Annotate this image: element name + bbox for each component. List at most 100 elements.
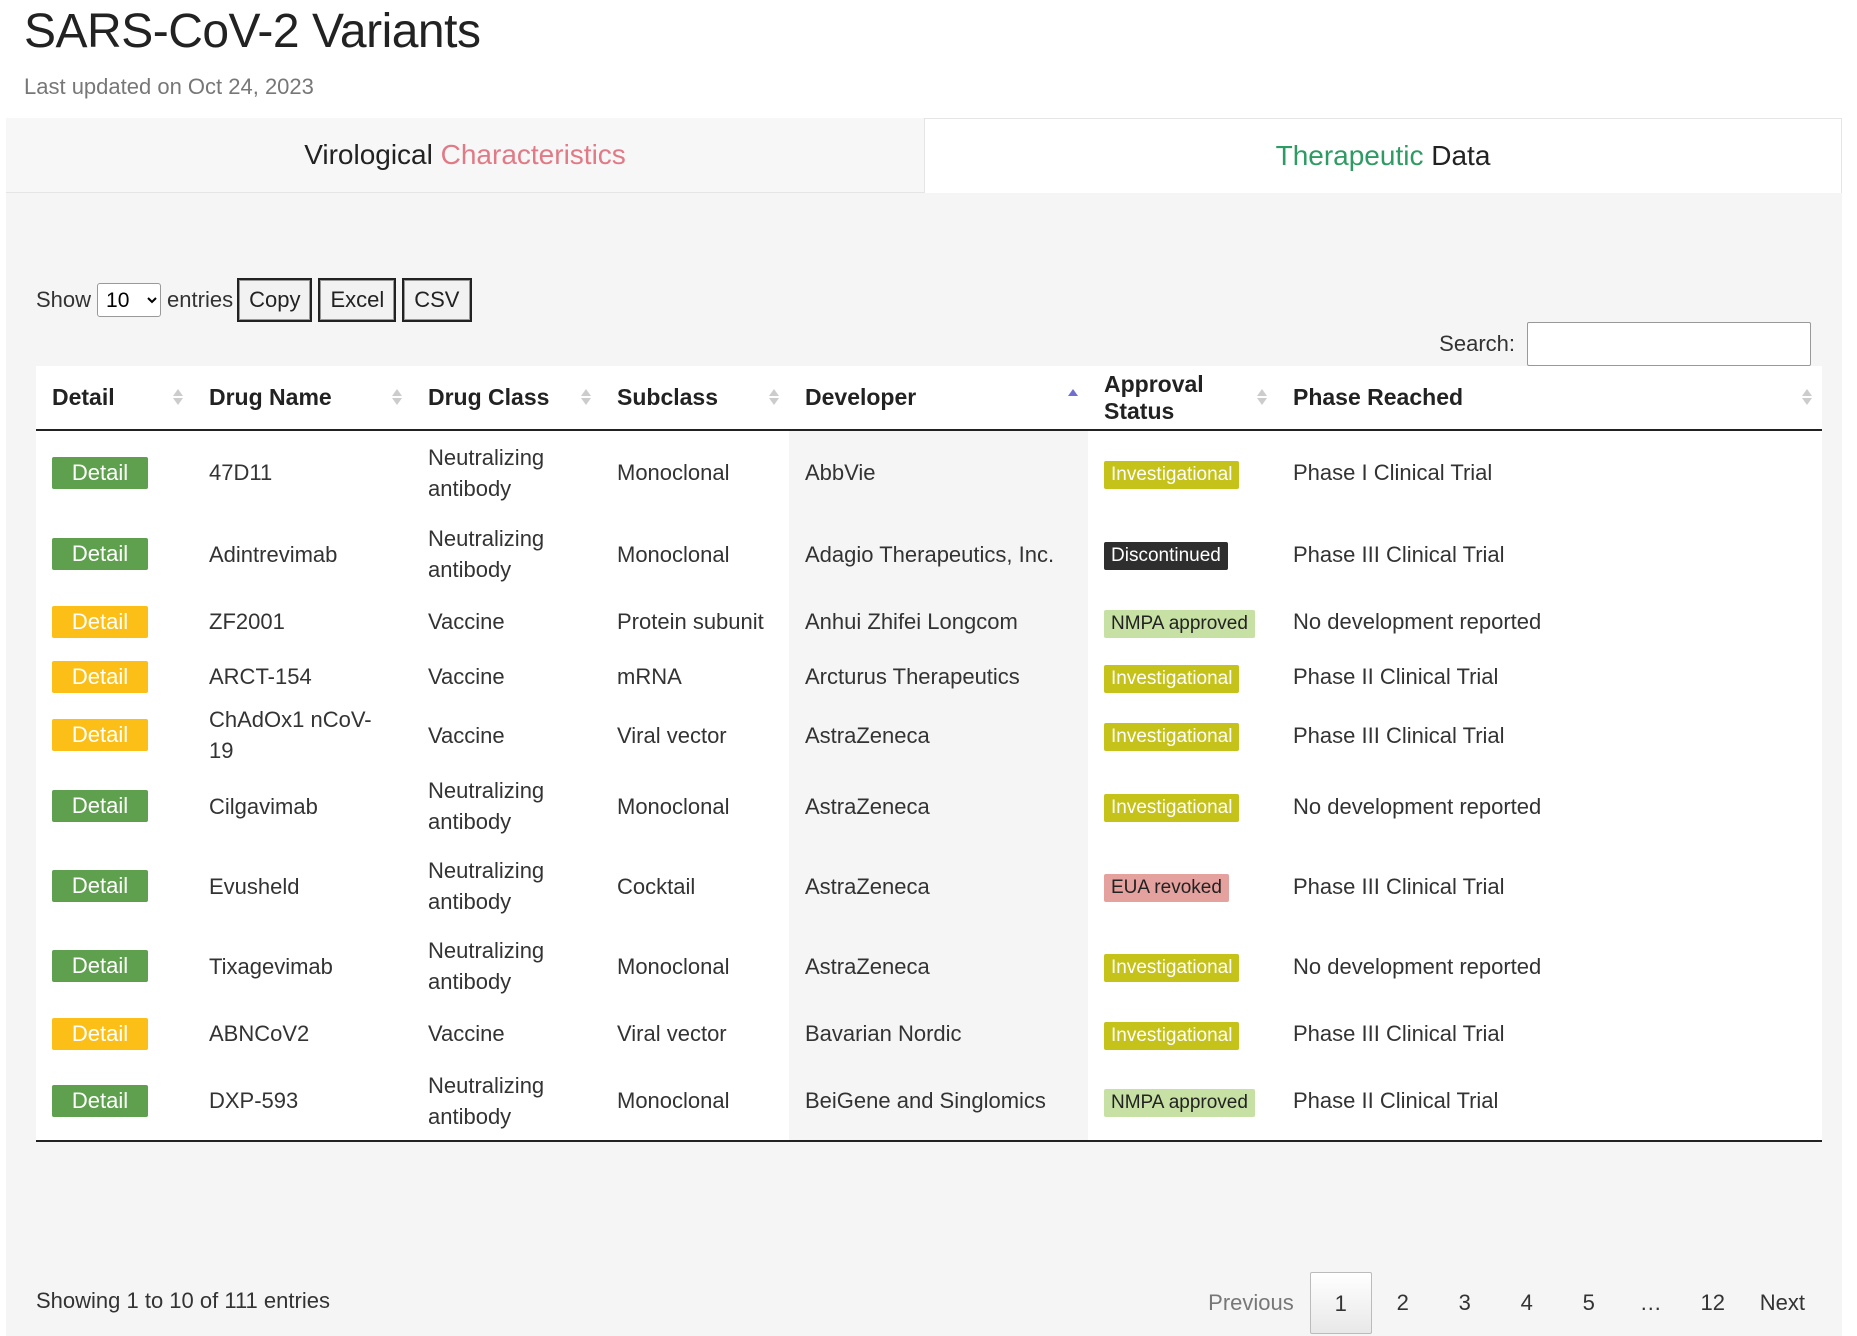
excel-button[interactable]: Excel bbox=[318, 278, 397, 322]
table-row: Detail 47D11 Neutralizing antibody Monoclona… bbox=[36, 430, 1822, 514]
column-header-drug-class[interactable]: Drug Class bbox=[412, 366, 601, 431]
detail-cell: Detail bbox=[36, 649, 193, 704]
table-row: Detail DXP-593 Neutralizing antibody Monoclo… bbox=[36, 1061, 1822, 1142]
last-updated-text: Last updated on Oct 24, 2023 bbox=[24, 74, 314, 99]
drug-class-cell: Vaccine bbox=[412, 594, 601, 649]
table-row: Detail ChAdOx1 nCoV-19 Vaccine Viral vector… bbox=[36, 704, 1822, 766]
table-row: Detail Adintrevimab Neutralizing antibody Mo… bbox=[36, 514, 1822, 594]
drug-name-cell: 47D11 bbox=[209, 460, 273, 485]
approval-status-cell: Investigational bbox=[1088, 766, 1277, 846]
subclass-cell: Protein subunit bbox=[617, 609, 764, 634]
drug-class-line: Vaccine bbox=[428, 722, 505, 748]
drug-class-cell: Neutralizing antibody bbox=[412, 430, 601, 514]
drug-class-line: antibody bbox=[428, 557, 512, 582]
page-button-3[interactable]: 3 bbox=[1458, 1290, 1471, 1315]
sort-both-icon bbox=[1257, 387, 1267, 409]
drug-class-cell: Neutralizing antibody bbox=[412, 766, 601, 846]
previous-page-button[interactable]: Previous bbox=[1208, 1290, 1294, 1315]
drug-name-cell: Tixagevimab bbox=[209, 953, 333, 979]
status-badge: EUA revoked bbox=[1104, 874, 1229, 902]
drug-name-cell: ZF2001 bbox=[209, 609, 285, 634]
phase-cell: Phase III Clinical Trial bbox=[1293, 541, 1505, 567]
next-page-button[interactable]: Next bbox=[1759, 1290, 1805, 1315]
drug-class-line: antibody bbox=[428, 889, 512, 914]
developer-cell: Bavarian Nordic bbox=[789, 1006, 1088, 1061]
status-badge: Investigational bbox=[1104, 954, 1240, 982]
drug-class-cell: Neutralizing antibody bbox=[412, 846, 601, 926]
table-row: Detail ABNCoV2 Vaccine Viral vector Bavarian… bbox=[36, 1006, 1822, 1061]
page-button-12[interactable]: 12 bbox=[1700, 1290, 1725, 1315]
detail-cell: Detail bbox=[36, 926, 193, 1006]
drug-class-cell: Neutralizing antibody bbox=[412, 926, 601, 1006]
detail-button[interactable]: Detail bbox=[52, 660, 148, 693]
table-controls: Show 10 entries Copy Excel CSV bbox=[36, 278, 476, 322]
detail-button[interactable]: Detail bbox=[52, 605, 148, 638]
column-header-approval-status[interactable]: Approval Status bbox=[1088, 366, 1277, 431]
status-badge: NMPA approved bbox=[1104, 609, 1255, 638]
page-button-1[interactable]: 1 bbox=[1309, 1272, 1372, 1334]
detail-button[interactable]: Detail bbox=[52, 870, 148, 902]
detail-button[interactable]: Detail bbox=[52, 538, 148, 570]
sort-both-icon bbox=[769, 387, 779, 409]
drug-name-cell: Cilgavimab bbox=[209, 793, 318, 819]
phase-cell: Phase I Clinical Trial bbox=[1293, 460, 1493, 485]
page-title: SARS-CoV-2 Variants bbox=[24, 5, 481, 58]
detail-button[interactable]: Detail bbox=[52, 790, 148, 822]
phase-cell: Phase III Clinical Trial bbox=[1293, 1021, 1505, 1046]
sort-both-icon bbox=[173, 387, 183, 409]
detail-cell: Detail bbox=[36, 1006, 193, 1061]
copy-button[interactable]: Copy bbox=[237, 278, 313, 322]
detail-cell: Detail bbox=[36, 430, 193, 514]
phase-cell: No development reported bbox=[1293, 953, 1542, 979]
page-button-4[interactable]: 4 bbox=[1520, 1290, 1533, 1315]
detail-button[interactable]: Detail bbox=[52, 950, 148, 982]
tab-virological-characteristics[interactable]: Virological Characteristics bbox=[6, 118, 924, 193]
subclass-cell: Viral vector bbox=[617, 1021, 727, 1046]
drug-class-line: Neutralizing bbox=[428, 444, 545, 470]
subclass-cell: Monoclonal bbox=[601, 1061, 789, 1142]
approval-status-cell: Investigational bbox=[1088, 704, 1277, 766]
column-header-label: Drug Name bbox=[209, 384, 332, 410]
drug-name-cell: Adintrevimab bbox=[209, 541, 338, 567]
table-info: Showing 1 to 10 of 111 entries bbox=[36, 1288, 330, 1313]
search-input[interactable] bbox=[1527, 322, 1811, 366]
developer-cell: AstraZeneca bbox=[789, 926, 1088, 1006]
page-size-select[interactable]: 10 bbox=[97, 283, 162, 317]
drug-class-line: Vaccine bbox=[428, 1021, 505, 1046]
sort-both-icon bbox=[581, 387, 591, 409]
detail-cell: Detail bbox=[36, 514, 193, 594]
table-row: Detail Cilgavimab Neutralizing antibody Mono… bbox=[36, 766, 1822, 846]
drug-class-line: Neutralizing bbox=[428, 858, 545, 883]
detail-button[interactable]: Detail bbox=[52, 1084, 148, 1117]
column-header-detail[interactable]: Detail bbox=[36, 366, 193, 431]
developer-cell: AstraZeneca bbox=[789, 766, 1088, 846]
detail-button[interactable]: Detail bbox=[52, 1017, 148, 1050]
detail-cell: Detail bbox=[36, 846, 193, 926]
column-header-label: Phase Reached bbox=[1293, 384, 1464, 410]
detail-button[interactable]: Detail bbox=[52, 719, 148, 751]
subclass-cell: Viral vector bbox=[617, 722, 727, 748]
developer-cell: BeiGene and Singlomics bbox=[789, 1061, 1088, 1142]
subclass-cell: Monoclonal bbox=[617, 793, 730, 819]
status-badge: Investigational bbox=[1104, 460, 1240, 489]
phase-cell: Phase III Clinical Trial bbox=[1293, 722, 1505, 748]
column-header-developer[interactable]: Developer bbox=[789, 366, 1088, 431]
subclass-cell: Monoclonal bbox=[617, 953, 730, 979]
column-header-subclass[interactable]: Subclass bbox=[601, 366, 789, 431]
approval-status-cell: NMPA approved bbox=[1088, 1061, 1277, 1142]
tab-therapeutic-label-part1: Therapeutic bbox=[1275, 140, 1424, 171]
detail-cell: Detail bbox=[36, 766, 193, 846]
detail-button[interactable]: Detail bbox=[52, 456, 148, 489]
page-button-5[interactable]: 5 bbox=[1582, 1290, 1595, 1315]
column-header-phase-reached[interactable]: Phase Reached bbox=[1277, 366, 1822, 431]
subclass-cell: Cocktail bbox=[617, 873, 696, 899]
table-header-row: Detail Drug Name Drug Class Subclass Develop… bbox=[36, 366, 1822, 431]
drug-table: Detail Drug Name Drug Class Subclass Develop… bbox=[36, 366, 1822, 1142]
tab-therapeutic-data[interactable]: Therapeutic Data bbox=[924, 118, 1842, 193]
csv-button[interactable]: CSV bbox=[402, 278, 472, 322]
column-header-label: Detail bbox=[52, 384, 115, 410]
developer-cell: Adagio Therapeutics, Inc. bbox=[789, 514, 1088, 594]
drug-class-line: antibody bbox=[428, 1103, 512, 1129]
page-button-2[interactable]: 2 bbox=[1396, 1290, 1409, 1315]
column-header-drug-name[interactable]: Drug Name bbox=[193, 366, 412, 431]
